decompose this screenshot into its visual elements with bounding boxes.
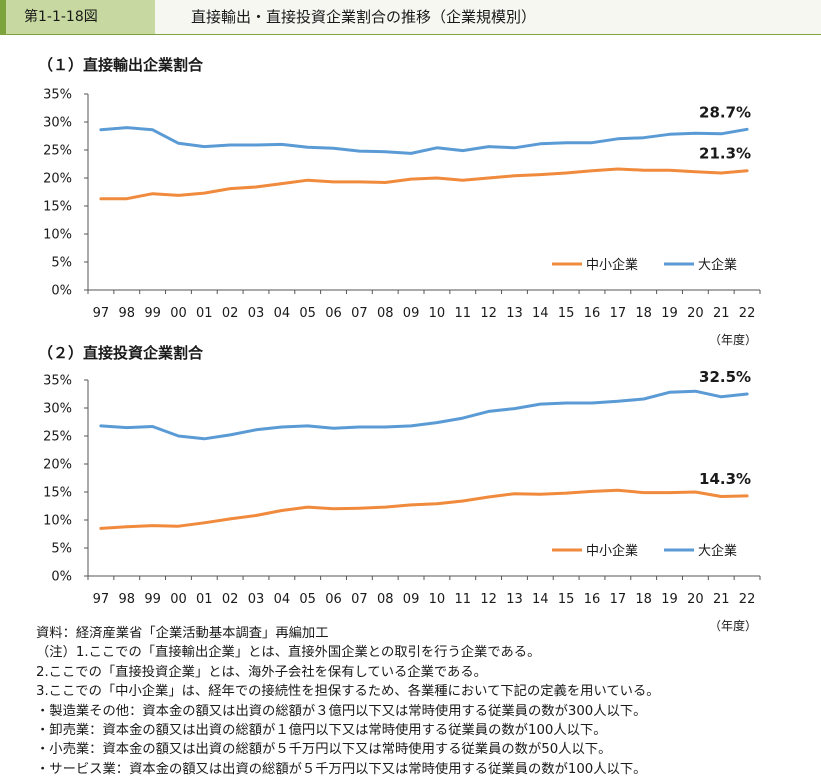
figure-title: 直接輸出・直接投資企業割合の推移（企業規模別）	[155, 0, 821, 34]
y-tick-label: 15%	[43, 486, 72, 501]
y-tick-label: 0%	[51, 570, 72, 585]
x-tick-label: 18	[635, 306, 652, 321]
x-tick-label: 14	[532, 592, 549, 607]
x-tick-label: 07	[351, 306, 368, 321]
notes: 資料：経済産業省「企業活動基本調査」再編加工 （注）1.ここでの「直接輸出企業」…	[36, 624, 816, 779]
figure-number: 第1-1-18図	[0, 0, 155, 34]
y-tick-label: 25%	[43, 144, 72, 159]
note-wholesale: ・卸売業：資本金の額又は出資の総額が１億円以下又は常時使用する従業員の数が100…	[36, 723, 607, 739]
x-tick-label: 15	[558, 592, 575, 607]
x-tick-label: 11	[454, 592, 471, 607]
x-tick-label: 15	[558, 306, 575, 321]
x-tick-label: 97	[93, 592, 110, 607]
chart2-title: （２）直接投資企業割合	[38, 344, 204, 362]
x-tick-label: 16	[584, 306, 601, 321]
end-value-label: 32.5%	[699, 368, 751, 386]
x-tick-label: 13	[506, 592, 523, 607]
x-tick-label: 11	[454, 306, 471, 321]
x-tick-label: 05	[299, 592, 316, 607]
note-service: ・サービス業：資本金の額又は出資の総額が５千万円以下又は常時使用する従業員の数が…	[36, 761, 647, 777]
x-tick-label: 03	[248, 592, 265, 607]
y-tick-label: 15%	[43, 200, 72, 215]
series-line-large	[99, 126, 749, 155]
end-value-label: 21.3%	[699, 145, 751, 163]
x-tick-label: 01	[196, 306, 213, 321]
x-unit-label: （年度）	[709, 332, 757, 347]
note-3: 3.ここでの「中小企業」は、経年での接続性を担保するため、各業種において下記の定…	[36, 684, 660, 700]
end-value-label: 28.7%	[699, 103, 751, 121]
y-tick-label: 10%	[43, 228, 72, 243]
y-tick-label: 20%	[43, 458, 72, 473]
y-tick-label: 25%	[43, 430, 72, 445]
direct-investment-chart: 0% 5% 10% 15% 20% 25% 30% 35% 97 98 99 00 01 02 03 04 05…	[43, 368, 761, 633]
x-tick-label: 04	[274, 306, 291, 321]
x-tick-label: 14	[532, 306, 549, 321]
x-tick-label: 00	[170, 306, 187, 321]
x-tick-label: 17	[610, 306, 627, 321]
x-tick-label: 19	[661, 592, 678, 607]
legend-label-sme: 中小企業	[586, 257, 638, 273]
x-tick-label: 99	[144, 592, 161, 607]
x-tick-label: 07	[351, 592, 368, 607]
y-tick-label: 20%	[43, 172, 72, 187]
x-tick-label: 98	[118, 592, 135, 607]
x-tick-label: 98	[118, 306, 135, 321]
y-tick-label: 35%	[43, 374, 72, 389]
x-tick-label: 97	[93, 306, 110, 321]
series-line-sme	[99, 167, 749, 201]
x-tick-label: 12	[480, 592, 497, 607]
x-tick-label: 08	[377, 306, 394, 321]
y-tick-label: 30%	[43, 116, 72, 131]
x-unit-label: （年度）	[709, 618, 757, 633]
x-tick-label: 03	[248, 306, 265, 321]
chart1-title: （１）直接輸出企業割合	[38, 56, 204, 74]
x-tick-label: 02	[222, 592, 239, 607]
note-manufacturing: ・製造業その他：資本金の額又は出資の総額が３億円以下又は常時使用する従業員の数が…	[36, 703, 647, 719]
header-divider	[0, 34, 821, 35]
x-tick-label: 06	[325, 592, 342, 607]
y-tick-label: 35%	[43, 88, 72, 103]
source-note: 資料：経済産業省「企業活動基本調査」再編加工	[36, 626, 329, 641]
direct-export-chart: 0% 5% 10% 15% 20% 25% 30% 35% 97 98 99 00 01 02 03 04 05…	[43, 88, 761, 347]
note-retail: ・小売業：資本金の額又は出資の総額が５千万円以下又は常時使用する従業員の数が50…	[36, 742, 612, 758]
series-line-large	[99, 389, 749, 441]
x-tick-label: 10	[429, 592, 446, 607]
x-tick-label: 21	[713, 592, 730, 607]
x-tick-label: 20	[687, 592, 704, 607]
x-tick-label: 99	[144, 306, 161, 321]
x-tick-label: 04	[274, 592, 291, 607]
legend-label-sme: 中小企業	[586, 543, 638, 559]
x-tick-label: 22	[739, 306, 756, 321]
end-value-label: 14.3%	[699, 470, 751, 488]
x-tick-label: 06	[325, 306, 342, 321]
legend-label-large: 大企業	[698, 257, 737, 273]
x-tick-label: 22	[739, 592, 756, 607]
x-tick-label: 20	[687, 306, 704, 321]
x-tick-label: 00	[170, 592, 187, 607]
x-tick-label: 19	[661, 306, 678, 321]
x-tick-label: 02	[222, 306, 239, 321]
figure-header: 第1-1-18図 直接輸出・直接投資企業割合の推移（企業規模別）	[0, 0, 821, 35]
x-tick-label: 05	[299, 306, 316, 321]
x-tick-label: 08	[377, 592, 394, 607]
x-tick-label: 18	[635, 592, 652, 607]
x-tick-label: 17	[610, 592, 627, 607]
x-tick-label: 09	[403, 306, 420, 321]
note-1: （注）1.ここでの「直接輸出企業」とは、直接外国企業との取引を行う企業である。	[36, 645, 541, 661]
y-tick-label: 0%	[51, 284, 72, 299]
y-tick-label: 5%	[51, 256, 72, 271]
x-tick-label: 12	[480, 306, 497, 321]
note-2: 2.ここでの「直接投資企業」とは、海外子会社を保有している企業である。	[36, 664, 487, 680]
series-line-sme	[99, 488, 749, 530]
x-tick-label: 13	[506, 306, 523, 321]
legend-label-large: 大企業	[698, 543, 737, 559]
x-tick-label: 21	[713, 306, 730, 321]
x-tick-label: 10	[429, 306, 446, 321]
x-tick-label: 16	[584, 592, 601, 607]
y-tick-label: 30%	[43, 402, 72, 417]
x-tick-label: 09	[403, 592, 420, 607]
x-tick-label: 01	[196, 592, 213, 607]
y-tick-label: 5%	[51, 542, 72, 557]
y-tick-label: 10%	[43, 514, 72, 529]
